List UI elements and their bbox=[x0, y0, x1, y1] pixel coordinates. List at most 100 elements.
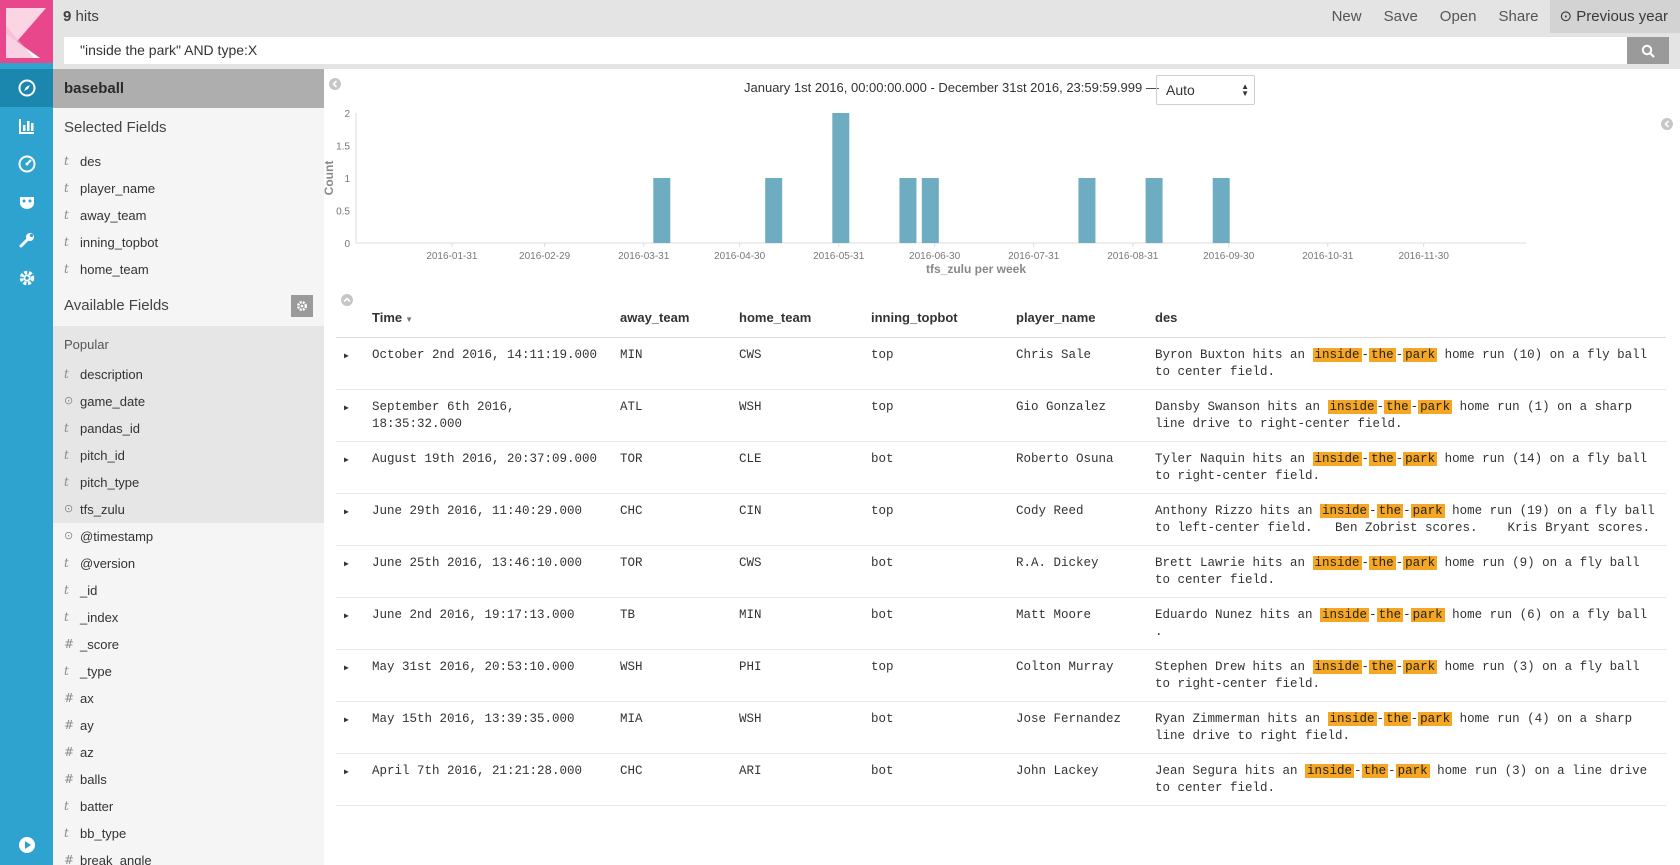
expand-row-toggle[interactable]: ▶ bbox=[336, 545, 366, 598]
column-header-time[interactable]: Time ▼ bbox=[366, 299, 614, 338]
y-tick-label: 2 bbox=[344, 109, 350, 120]
time-picker-button[interactable]: ⊙ Previous year bbox=[1549, 0, 1680, 33]
field-item-timestamp[interactable]: ⊙ @timestamp bbox=[53, 523, 324, 550]
column-header-inning-topbot[interactable]: inning_topbot bbox=[865, 299, 1010, 338]
table-row[interactable]: ▶ October 2nd 2016, 14:11:19.000 MIN CWS top… bbox=[336, 337, 1666, 390]
table-row[interactable]: ▶ May 31st 2016, 20:53:10.000 WSH PHI top Col… bbox=[336, 649, 1666, 702]
field-item-ay[interactable]: # ay bbox=[53, 712, 324, 739]
expand-row-toggle[interactable]: ▶ bbox=[336, 649, 366, 702]
table-row[interactable]: ▶ August 19th 2016, 20:37:09.000 TOR CLE bot… bbox=[336, 441, 1666, 494]
field-item-away-team[interactable]: t away_team bbox=[53, 202, 324, 229]
field-item-az[interactable]: # az bbox=[53, 739, 324, 766]
field-name: break_angle bbox=[80, 853, 152, 865]
expand-row-toggle[interactable]: ▶ bbox=[336, 597, 366, 650]
nav-collapse[interactable] bbox=[0, 825, 53, 865]
field-item-id[interactable]: t _id bbox=[53, 577, 324, 604]
field-item-balls[interactable]: # balls bbox=[53, 766, 324, 793]
caret-right-icon: ▶ bbox=[344, 351, 349, 361]
field-item-player-name[interactable]: t player_name bbox=[53, 175, 324, 202]
column-header-des[interactable]: des bbox=[1149, 299, 1666, 338]
nav-management[interactable] bbox=[0, 259, 53, 297]
caret-right-icon: ▶ bbox=[344, 507, 349, 517]
histogram-bar[interactable] bbox=[1078, 178, 1096, 243]
open-button[interactable]: Open bbox=[1439, 8, 1477, 25]
cell-inning-topbot: bot bbox=[865, 753, 1010, 806]
field-filter-settings-button[interactable] bbox=[291, 295, 313, 317]
search-button[interactable] bbox=[1627, 37, 1669, 64]
expand-row-toggle[interactable]: ▶ bbox=[336, 337, 366, 390]
documents-table: Time ▼ away_team home_team inning_topbot … bbox=[336, 299, 1666, 806]
x-tick-label: 2016-09-30 bbox=[1203, 251, 1255, 262]
column-header-home-team[interactable]: home_team bbox=[733, 299, 865, 338]
cell-away-team: CHC bbox=[614, 753, 733, 806]
table-row[interactable]: ▶ June 2nd 2016, 19:17:13.000 TB MIN bot Matt… bbox=[336, 597, 1666, 650]
interval-select[interactable]: Auto ▲ ▼ bbox=[1156, 75, 1255, 105]
y-tick-label: 1 bbox=[344, 174, 350, 185]
save-button[interactable]: Save bbox=[1383, 8, 1418, 25]
field-name: bb_type bbox=[80, 826, 127, 841]
field-item-version[interactable]: t @version bbox=[53, 550, 324, 577]
histogram-bar[interactable] bbox=[1212, 178, 1230, 243]
table-row[interactable]: ▶ June 29th 2016, 11:40:29.000 CHC CIN top Co… bbox=[336, 493, 1666, 546]
collapse-sidebar-icon[interactable] bbox=[328, 77, 342, 91]
cell-time: June 25th 2016, 13:46:10.000 bbox=[366, 545, 614, 598]
histogram-bar[interactable] bbox=[653, 178, 671, 243]
table-row[interactable]: ▶ May 15th 2016, 13:39:35.000 MIA WSH bot Jos… bbox=[336, 701, 1666, 754]
cell-home-team: MIN bbox=[733, 597, 865, 650]
column-header-away-team[interactable]: away_team bbox=[614, 299, 733, 338]
histogram-bar[interactable] bbox=[921, 178, 939, 243]
histogram-bar[interactable] bbox=[832, 113, 850, 243]
search-highlight: the bbox=[1376, 607, 1404, 622]
expand-row-toggle[interactable]: ▶ bbox=[336, 493, 366, 546]
nav-dashboard[interactable] bbox=[0, 145, 53, 183]
histogram-bar[interactable] bbox=[1145, 178, 1163, 243]
cell-home-team: CIN bbox=[733, 493, 865, 546]
expand-row-toggle[interactable]: ▶ bbox=[336, 441, 366, 494]
field-item-tfs-zulu[interactable]: ⊙ tfs_zulu bbox=[53, 496, 324, 523]
collapse-chart-icon[interactable] bbox=[1660, 117, 1674, 131]
gear-icon bbox=[19, 270, 34, 286]
column-header-player-name[interactable]: player_name bbox=[1010, 299, 1149, 338]
field-item-description[interactable]: t description bbox=[53, 361, 324, 388]
table-row[interactable]: ▶ April 7th 2016, 21:21:28.000 CHC ARI bot Jo… bbox=[336, 753, 1666, 806]
expand-row-toggle[interactable]: ▶ bbox=[336, 701, 366, 754]
top-nav-bar: 9 hits New Save Open Share ⊙ Previous ye… bbox=[53, 0, 1680, 33]
field-item-pitch-id[interactable]: t pitch_id bbox=[53, 442, 324, 469]
nav-devtools[interactable] bbox=[0, 221, 53, 259]
field-item-break-angle[interactable]: # break_angle bbox=[53, 847, 324, 865]
histogram-bar[interactable] bbox=[765, 178, 783, 243]
field-item-pitch-type[interactable]: t pitch_type bbox=[53, 469, 324, 496]
index-pattern-title[interactable]: baseball bbox=[53, 69, 324, 108]
field-item-batter[interactable]: t batter bbox=[53, 793, 324, 820]
nav-discover[interactable] bbox=[0, 69, 53, 107]
field-item-pandas-id[interactable]: t pandas_id bbox=[53, 415, 324, 442]
time-range-text[interactable]: January 1st 2016, 00:00:00.000 - Decembe… bbox=[744, 80, 1159, 95]
table-row[interactable]: ▶ September 6th 2016, 18:35:32.000 ATL WSH t… bbox=[336, 389, 1666, 442]
field-item-des[interactable]: t des bbox=[53, 148, 324, 175]
gauge-icon bbox=[18, 155, 35, 173]
kibana-logo[interactable] bbox=[0, 0, 53, 63]
field-item-type[interactable]: t _type bbox=[53, 658, 324, 685]
table-row[interactable]: ▶ June 25th 2016, 13:46:10.000 TOR CWS bot R.… bbox=[336, 545, 1666, 598]
field-item-home-team[interactable]: t home_team bbox=[53, 256, 324, 283]
field-item-bb-type[interactable]: t bb_type bbox=[53, 820, 324, 847]
sort-desc-icon[interactable]: ▼ bbox=[405, 315, 414, 325]
nav-visualize[interactable] bbox=[0, 107, 53, 145]
kibana-logo-icon bbox=[6, 8, 46, 58]
search-highlight: inside bbox=[1312, 451, 1362, 466]
expand-row-toggle[interactable]: ▶ bbox=[336, 389, 366, 442]
share-button[interactable]: Share bbox=[1498, 8, 1539, 25]
field-item-inning-topbot[interactable]: t inning_topbot bbox=[53, 229, 324, 256]
histogram-bar[interactable] bbox=[899, 178, 917, 243]
cell-time: September 6th 2016, 18:35:32.000 bbox=[366, 389, 614, 442]
string-type-icon: t bbox=[64, 235, 69, 249]
nav-timelion[interactable] bbox=[0, 183, 53, 221]
field-item-score[interactable]: # _score bbox=[53, 631, 324, 658]
search-input[interactable]: "inside the park" AND type:X bbox=[64, 37, 1627, 64]
field-item-index[interactable]: t _index bbox=[53, 604, 324, 631]
field-name: batter bbox=[80, 799, 114, 814]
field-item-ax[interactable]: # ax bbox=[53, 685, 324, 712]
expand-row-toggle[interactable]: ▶ bbox=[336, 753, 366, 806]
field-item-game-date[interactable]: ⊙ game_date bbox=[53, 388, 324, 415]
new-button[interactable]: New bbox=[1331, 8, 1362, 25]
